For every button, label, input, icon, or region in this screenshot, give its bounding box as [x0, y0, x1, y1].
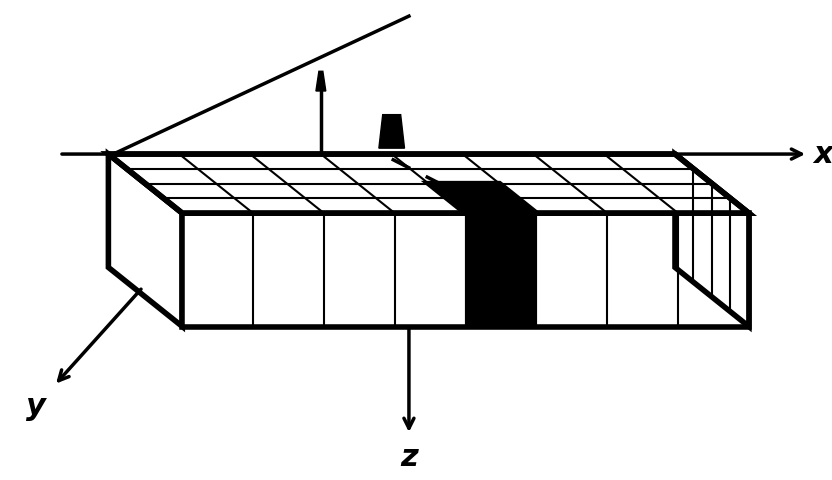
Polygon shape — [108, 154, 749, 213]
Text: x: x — [813, 140, 832, 168]
Polygon shape — [466, 213, 537, 326]
Polygon shape — [316, 72, 326, 91]
Text: z: z — [400, 443, 418, 472]
Polygon shape — [379, 115, 404, 148]
Polygon shape — [428, 184, 537, 213]
Polygon shape — [108, 154, 182, 326]
Polygon shape — [675, 154, 749, 326]
Text: y: y — [27, 392, 47, 420]
Polygon shape — [182, 213, 749, 326]
